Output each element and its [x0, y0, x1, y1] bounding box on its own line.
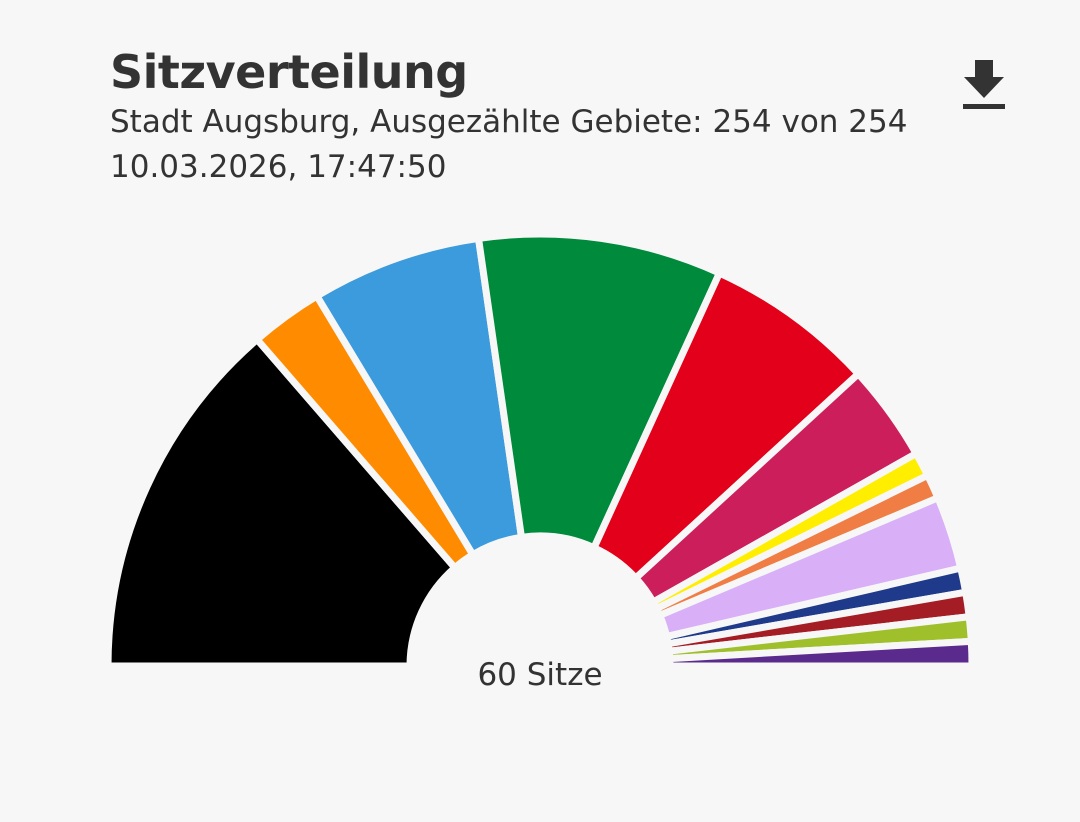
seat-slice-1	[104, 336, 459, 670]
total-seats-label: 60 Sitze	[477, 657, 602, 693]
download-button[interactable]	[962, 58, 1006, 110]
page-title: Sitzverteilung	[110, 45, 468, 99]
download-icon	[963, 60, 1005, 109]
timestamp: 10.03.2026, 17:47:50	[110, 149, 447, 185]
seat-slice-4	[475, 230, 723, 552]
header: Sitzverteilung Stadt Augsburg, Ausgezähl…	[110, 44, 907, 190]
subtitle: Stadt Augsburg, Ausgezählte Gebiete: 254…	[110, 104, 908, 140]
seat-slices	[104, 230, 976, 670]
seat-slice-13	[666, 637, 976, 670]
